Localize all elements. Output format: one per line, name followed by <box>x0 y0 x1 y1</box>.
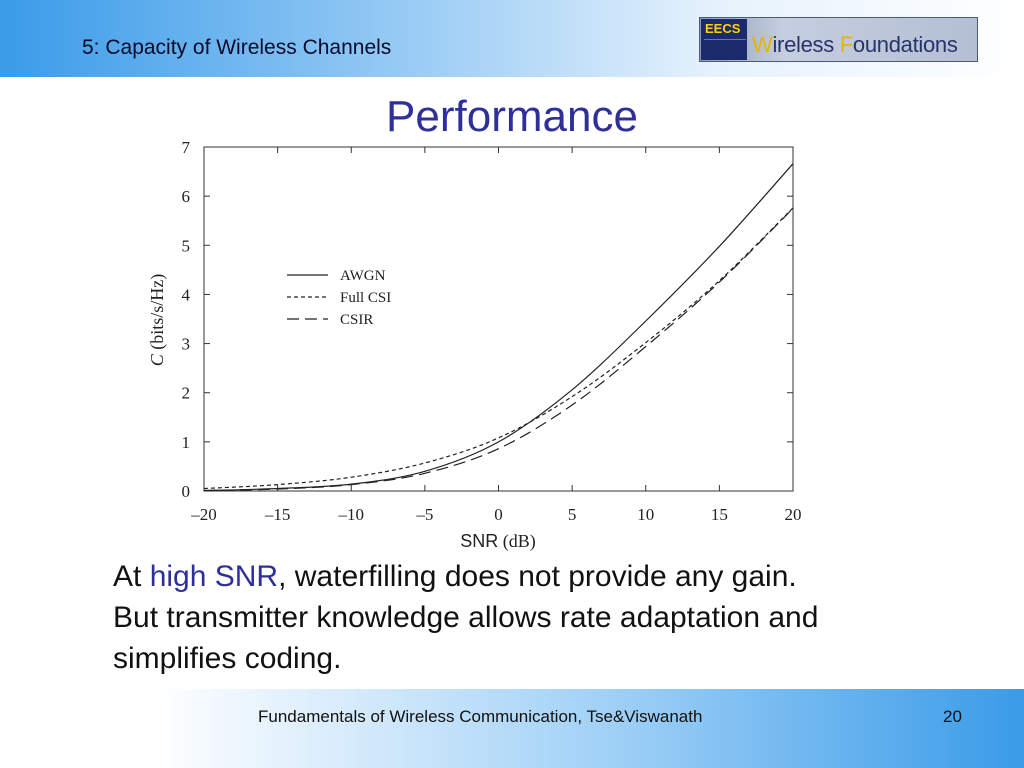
y-tick-label: 2 <box>182 384 191 403</box>
y-axis-label-var: C <box>147 353 167 366</box>
page-number: 20 <box>943 707 962 726</box>
legend-label: AWGN <box>340 268 386 284</box>
x-tick-label: 5 <box>568 505 577 524</box>
y-tick-label: 6 <box>182 187 191 206</box>
x-axis-label-unit: (dB) <box>503 531 536 552</box>
footer-band <box>0 689 1024 768</box>
legend-label: Full CSI <box>340 290 391 306</box>
x-tick-label: 0 <box>494 505 503 524</box>
x-axis-label-main: SNR <box>460 531 498 551</box>
y-tick-label: 1 <box>182 433 191 452</box>
wireless-foundations-logo: EECS Wireless Foundations <box>699 17 978 62</box>
y-tick-label: 5 <box>182 236 191 255</box>
course-title: 5: Capacity of Wireless Channels <box>82 36 392 59</box>
y-tick-label: 7 <box>182 138 191 157</box>
series-line-full-csi <box>203 207 794 490</box>
body-line-3: simplifies coding. <box>113 642 342 675</box>
high-snr-highlight: high SNR <box>149 560 279 593</box>
x-tick-label: –5 <box>415 505 433 524</box>
x-tick-label: 10 <box>637 505 654 524</box>
body-line-1-pre: At <box>113 560 150 593</box>
x-axis-ticks: –20 –15 –10 –5 0 5 10 15 20 <box>190 147 802 524</box>
y-tick-label: 0 <box>182 482 191 501</box>
slide-body-text: At high SNR, waterfilling does not provi… <box>113 556 973 679</box>
series-lines <box>203 163 794 492</box>
x-axis-label: SNR (dB) <box>460 531 536 552</box>
y-axis-ticks: 0 1 2 3 4 5 6 7 <box>182 138 793 501</box>
x-tick-label: –15 <box>264 505 291 524</box>
body-line-1: At high SNR, waterfilling does not provi… <box>113 556 973 597</box>
chart-legend: AWGN Full CSI CSIR <box>287 268 391 328</box>
logo-letter-w: W <box>752 32 773 57</box>
legend-label: CSIR <box>340 312 373 328</box>
y-tick-label: 3 <box>182 335 191 354</box>
x-tick-label: 15 <box>711 505 728 524</box>
logo-letter-f: F <box>839 32 853 57</box>
logo-text: Wireless Foundations <box>752 32 958 58</box>
y-tick-label: 4 <box>182 285 191 304</box>
logo-word-ireless: ireless <box>772 32 840 57</box>
body-line-2: But transmitter knowledge allows rate ad… <box>113 601 819 634</box>
x-tick-label: –10 <box>338 505 365 524</box>
logo-word-oundations: oundations <box>852 32 958 57</box>
slide-title: Performance <box>386 92 638 141</box>
y-axis-label-unit: (bits/s/Hz) <box>147 274 168 350</box>
eecs-badge: EECS <box>701 19 747 60</box>
x-tick-label: 20 <box>785 505 802 524</box>
body-line-1-post: , waterfilling does not provide any gain… <box>278 560 797 593</box>
series-line-awgn <box>203 163 794 492</box>
series-line-csir <box>203 207 794 492</box>
eecs-badge-lines <box>704 39 746 56</box>
y-axis-label: C (bits/s/Hz) <box>147 274 168 367</box>
footer-text: Fundamentals of Wireless Communication, … <box>258 707 703 726</box>
eecs-badge-label: EECS <box>705 21 741 36</box>
x-tick-label: –20 <box>190 505 217 524</box>
